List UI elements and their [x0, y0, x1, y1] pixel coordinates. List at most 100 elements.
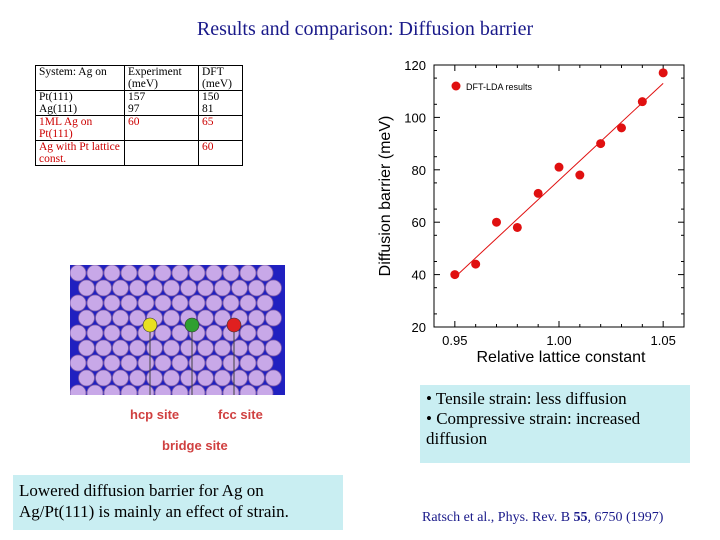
bridge-site-marker: [184, 317, 200, 333]
data-point: [471, 259, 481, 269]
lattice-atom: [171, 265, 189, 282]
lattice-atom: [188, 294, 206, 312]
lattice-atom: [163, 369, 180, 387]
lattice-atom: [70, 354, 87, 372]
y-tick-label: 120: [404, 58, 426, 73]
table-cell: 60: [198, 140, 243, 166]
barrier-table: System: Ag on Experiment (meV) DFT (meV)…: [35, 65, 243, 166]
lattice-atom: [205, 324, 223, 342]
table-cell-text: Pt(111): [39, 91, 73, 103]
lattice-atom: [171, 324, 189, 342]
lattice-atom: [197, 309, 214, 327]
lattice-atom: [154, 354, 172, 372]
lattice-atom: [265, 309, 282, 327]
table-cell-text: 150: [202, 91, 220, 103]
lattice-atom: [103, 294, 121, 312]
lattice-atom: [205, 384, 223, 395]
lattice-atom: [205, 294, 223, 312]
lattice-atom: [180, 279, 197, 297]
strain-line-tensile: • Tensile strain: less diffusion: [426, 389, 627, 408]
lattice-atom: [222, 354, 240, 372]
lattice-atom: [154, 384, 172, 395]
y-tick-label: 60: [412, 215, 426, 230]
lattice-atom: [205, 354, 223, 372]
lattice-atom: [86, 384, 104, 395]
lattice-atom: [180, 339, 197, 357]
lattice-atom: [163, 339, 180, 357]
table-header-cell: Experiment (meV): [124, 65, 199, 91]
slide-title: Results and comparison: Diffusion barrie…: [196, 18, 534, 40]
lattice-atom: [129, 369, 146, 387]
lattice-atom: [86, 265, 104, 282]
x-tick-label: 1.00: [546, 333, 571, 348]
lattice-atom: [171, 354, 189, 372]
citation-pages: , 6750 (1997): [587, 510, 664, 525]
table-cell: 60: [124, 115, 199, 141]
citation-volume: 55: [573, 510, 588, 525]
lattice-atom: [214, 369, 231, 387]
lattice-atom: [154, 324, 172, 342]
lattice-atom: [78, 369, 95, 387]
lattice-atom: [188, 354, 206, 372]
lattice-atom: [239, 324, 257, 342]
lattice-atom: [205, 265, 223, 282]
table-header-row: System: Ag on Experiment (meV) DFT (meV): [35, 65, 243, 91]
lattice-atom: [86, 294, 104, 312]
data-point: [554, 162, 564, 172]
lattice-atom: [248, 339, 265, 357]
lattice-atom: [231, 279, 248, 297]
plot-frame: [433, 64, 685, 328]
lattice-atom: [197, 369, 214, 387]
lattice-atom: [120, 354, 138, 372]
lattice-atom: [222, 294, 240, 312]
data-point: [533, 188, 543, 198]
citation-authors: Ratsch et al., Phys. Rev. B: [422, 510, 574, 525]
lattice-image: [70, 265, 285, 395]
lattice-atom: [197, 339, 214, 357]
data-point: [658, 68, 668, 78]
lattice-atom: [256, 294, 274, 312]
data-point: [596, 139, 606, 149]
table-row: 1ML Ag on Pt(111) 60 65: [35, 115, 243, 141]
lattice-atom: [171, 294, 189, 312]
lattice-atom: [222, 265, 240, 282]
y-tick-label: 100: [404, 110, 426, 125]
lattice-atom: [214, 339, 231, 357]
lattice-atom: [222, 384, 240, 395]
table-cell: 65: [198, 115, 243, 141]
lattice-atom: [265, 339, 282, 357]
lattice-atom: [214, 279, 231, 297]
lattice-atom: [256, 354, 274, 372]
lattice-atom: [137, 294, 155, 312]
lattice-atom: [129, 339, 146, 357]
lattice-atom: [95, 369, 112, 387]
lattice-atom: [154, 294, 172, 312]
data-point: [637, 97, 647, 107]
lattice-atom: [120, 324, 138, 342]
table-header-cell: System: Ag on: [35, 65, 125, 91]
x-axis-label: Relative lattice constant: [477, 349, 647, 366]
table-cell: 1ML Ag on Pt(111): [35, 115, 125, 141]
lattice-atom: [171, 384, 189, 395]
data-point: [617, 123, 626, 133]
y-tick-label: 80: [412, 163, 426, 178]
table-cell-text: Ag(111): [39, 103, 78, 115]
table-cell: Pt(111) Ag(111): [35, 90, 125, 116]
table-cell: Ag with Pt lattice const.: [35, 140, 125, 166]
lattice-atom: [214, 309, 231, 327]
lattice-atom: [129, 279, 146, 297]
strain-note-box: • Tensile strain: less diffusion • Compr…: [420, 385, 690, 463]
table-cell: 157 97: [124, 90, 199, 116]
data-point: [492, 217, 501, 227]
lattice-atom: [188, 384, 206, 395]
lattice-atom: [239, 354, 257, 372]
lattice-atom: [146, 369, 163, 387]
y-tick-label: 20: [412, 320, 426, 335]
hcp-site-marker: [142, 317, 158, 333]
lattice-atom: [120, 294, 138, 312]
lattice-atom: [146, 339, 163, 357]
data-point: [512, 222, 522, 232]
lattice-atom: [103, 384, 121, 395]
lattice-atom: [78, 279, 95, 297]
lattice-atom: [95, 309, 112, 327]
